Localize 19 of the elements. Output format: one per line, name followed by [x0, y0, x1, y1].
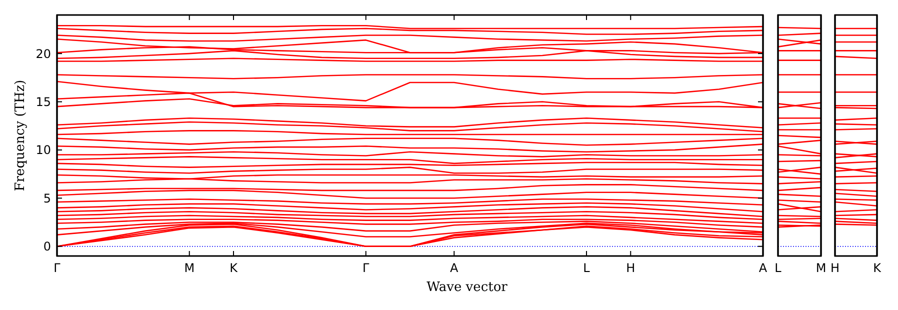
x-tick-label: A	[450, 261, 460, 275]
y-tick-label: 20	[36, 46, 51, 61]
x-tick-label: Γ	[362, 261, 370, 275]
y-tick-label: 5	[43, 191, 51, 206]
x-tick-label: Γ	[54, 261, 61, 275]
x-tick-label: H	[830, 261, 840, 275]
y-tick-label: 15	[36, 94, 51, 109]
x-tick-label: M	[184, 261, 195, 275]
x-tick-label: H	[626, 261, 636, 275]
x-tick-label: K	[230, 261, 239, 275]
y-axis-title: Frequency (THz)	[13, 80, 28, 192]
y-tick-label: 10	[36, 143, 51, 158]
x-axis-title: Wave vector	[426, 280, 508, 295]
x-tick-label: L	[774, 261, 782, 275]
x-tick-label: K	[873, 261, 882, 275]
y-tick-label: 0	[43, 240, 51, 254]
x-tick-label: A	[758, 261, 768, 275]
x-tick-label: M	[816, 261, 826, 275]
x-tick-label: L	[583, 261, 590, 275]
